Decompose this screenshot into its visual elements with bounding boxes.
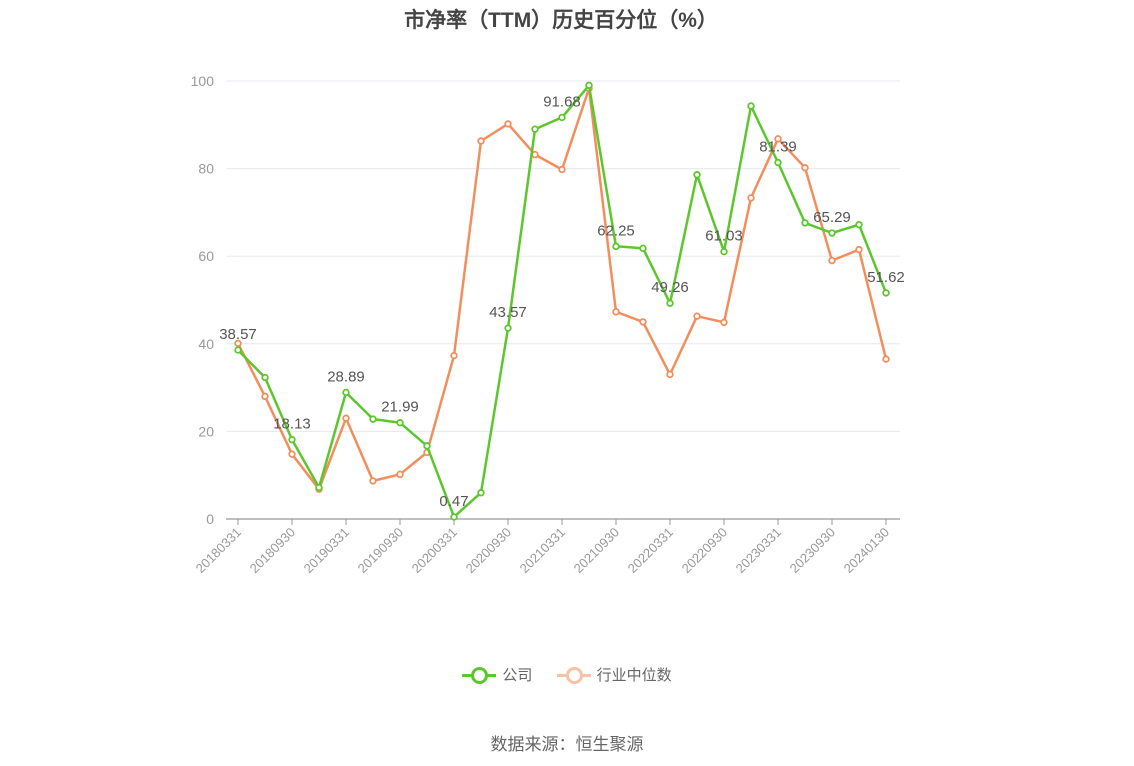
data-point-company	[288, 435, 296, 444]
data-label: 81.39	[759, 139, 797, 156]
data-point-company	[315, 483, 323, 492]
data-label: 21.99	[381, 399, 419, 416]
data-label: 0.47	[439, 493, 468, 510]
data-label: 91.68	[543, 93, 581, 110]
data-point-company	[639, 244, 647, 253]
x-tick-label: 20190331	[301, 525, 353, 577]
data-point-company	[504, 324, 512, 332]
data-label: 62.25	[597, 222, 635, 239]
data-point-company	[369, 415, 377, 423]
legend-swatch-industry	[556, 666, 591, 684]
data-point-industry	[639, 318, 647, 326]
y-tick-label: 0	[206, 511, 214, 527]
series-layer	[234, 81, 890, 521]
data-point-company	[342, 388, 350, 397]
y-tick-label: 20	[198, 423, 214, 439]
data-point-industry	[369, 477, 377, 485]
data-point-industry	[882, 355, 890, 363]
x-tick-label: 20230331	[733, 525, 785, 577]
data-point-industry	[774, 135, 782, 143]
data-point-industry	[558, 165, 566, 174]
data-label: 28.89	[327, 368, 365, 385]
data-point-company	[801, 219, 809, 227]
data-point-industry	[720, 318, 728, 327]
y-tick-label: 60	[198, 248, 214, 264]
data-label: 51.62	[867, 269, 905, 286]
data-point-company	[531, 125, 539, 133]
chart-title: 市净率（TTM）历史百分位（%）	[404, 9, 718, 32]
y-tick-label: 100	[191, 73, 215, 89]
x-tick-label: 20240130	[841, 525, 893, 577]
data-point-industry	[477, 137, 485, 145]
data-point-company	[828, 229, 836, 237]
data-point-industry	[747, 194, 755, 202]
data-point-company	[234, 346, 242, 354]
legend-item-company[interactable]: 公司	[462, 664, 532, 685]
data-label: 18.13	[273, 416, 311, 433]
data-point-company	[666, 299, 674, 307]
data-point-company	[747, 102, 755, 110]
data-point-company	[477, 489, 485, 497]
data-point-industry	[342, 414, 350, 422]
legend-label-industry: 行业中位数	[596, 667, 672, 684]
data-label: 43.57	[489, 304, 527, 321]
data-point-company	[720, 247, 728, 256]
x-tick-label: 20230930	[787, 525, 839, 577]
label-layer: 38.57 18.13 28.89 21.99 0.47 43.57 91.68 62.25 4…	[219, 93, 905, 509]
data-point-industry	[693, 312, 701, 320]
data-source: 数据来源：恒生聚源	[490, 735, 644, 754]
data-point-company	[882, 289, 890, 297]
data-point-industry	[288, 450, 296, 458]
data-point-company	[261, 373, 269, 382]
data-label: 65.29	[813, 209, 851, 226]
data-label: 49.26	[651, 279, 689, 296]
data-point-company	[693, 171, 701, 179]
x-tick-label: 20180930	[247, 525, 299, 577]
x-tick-label: 20220331	[625, 525, 677, 577]
data-point-industry	[396, 470, 404, 479]
legend-label-company: 公司	[502, 667, 533, 684]
x-tick-label: 20190930	[355, 525, 407, 577]
data-point-industry	[801, 164, 809, 172]
data-point-company	[396, 418, 404, 427]
x-tick-label: 20220930	[679, 525, 731, 577]
data-point-company	[855, 220, 863, 229]
legend: 公司 行业中位数	[0, 664, 1134, 687]
data-point-industry	[450, 351, 458, 360]
data-point-company	[558, 113, 566, 122]
data-point-company	[423, 442, 431, 450]
data-point-industry	[234, 339, 242, 348]
y-tick-label: 80	[198, 161, 214, 177]
data-label: 61.03	[705, 228, 743, 245]
y-tick-label: 40	[198, 336, 214, 352]
data-point-industry	[828, 256, 836, 265]
data-point-industry	[666, 370, 674, 379]
data-point-industry	[855, 245, 863, 254]
x-tick-label: 20180331	[193, 525, 245, 577]
x-tick-label: 20210930	[571, 525, 623, 577]
data-point-industry	[261, 392, 269, 401]
data-label: 38.57	[219, 326, 257, 343]
data-point-company	[450, 513, 458, 521]
data-point-company	[585, 81, 593, 90]
x-tick-label: 20210331	[517, 525, 569, 577]
data-point-company	[774, 158, 782, 167]
legend-swatch-company	[462, 666, 497, 684]
data-point-industry	[504, 120, 512, 128]
x-tick-label: 20200331	[409, 525, 461, 577]
data-point-industry	[612, 308, 620, 316]
x-tick-label: 20200930	[463, 525, 515, 577]
data-point-company	[612, 242, 620, 251]
legend-item-industry[interactable]: 行业中位数	[556, 664, 672, 685]
chart-svg: 0 20 40 60 80 100 20180331 20180930 20190331 2019…	[191, 73, 905, 577]
